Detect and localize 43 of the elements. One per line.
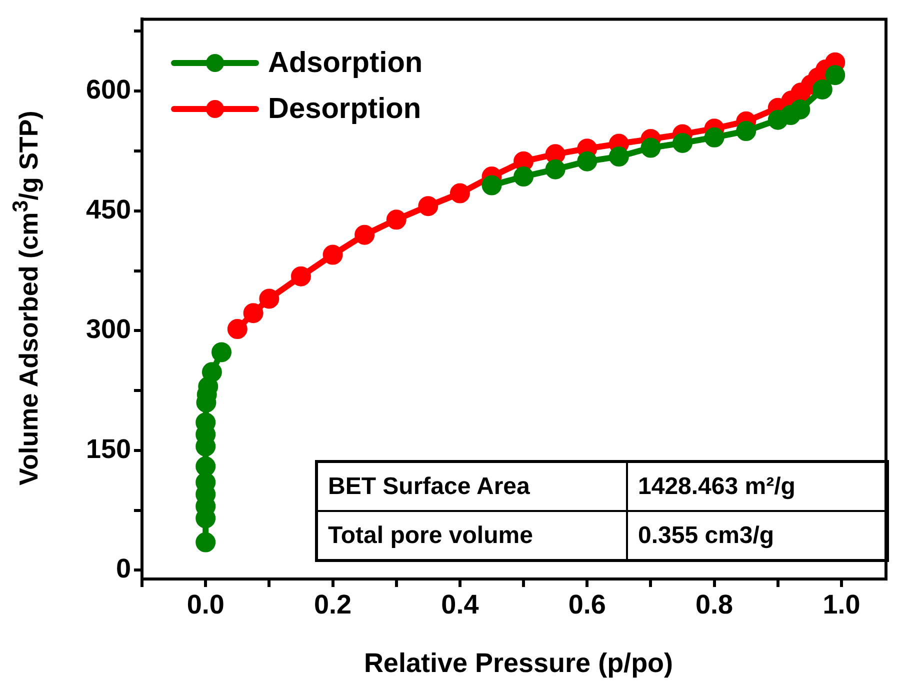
x-tick-label: 0.6: [568, 590, 606, 620]
point: [354, 224, 375, 245]
point: [243, 303, 264, 324]
y-tick-label: 600: [86, 74, 131, 105]
point: [704, 127, 724, 148]
y-tick-label: 450: [86, 194, 131, 224]
point: [322, 244, 343, 265]
point: [545, 159, 566, 180]
point: [259, 288, 280, 309]
x-axis-title: Relative Pressure (p/po): [362, 648, 674, 679]
x-tick-label: 0.4: [441, 590, 479, 620]
point: [482, 175, 502, 196]
x-tick-label: 1.0: [822, 590, 860, 620]
y-tick-label: 150: [86, 434, 131, 464]
point: [608, 146, 629, 167]
point: [577, 151, 598, 172]
y-tick-label: 300: [86, 314, 131, 344]
point: [196, 532, 216, 552]
point: [450, 183, 470, 204]
annotation: BET Surface Area: [317, 462, 627, 511]
point: [825, 65, 846, 86]
point: [227, 319, 248, 340]
y-tick-label: 0: [116, 554, 131, 584]
legend-label: Adsorption: [268, 46, 423, 80]
legend-label: Desorption: [268, 92, 422, 126]
point: [812, 79, 832, 100]
annotation: 0.355 cm3/g: [627, 511, 887, 560]
x-tick-label: 0.2: [314, 590, 352, 620]
point: [386, 210, 406, 230]
point: [640, 138, 661, 158]
point: [514, 166, 534, 187]
point: [202, 362, 222, 382]
x-tick-label: 0.0: [186, 590, 224, 620]
annotation: Total pore volume: [317, 511, 627, 560]
point: [736, 121, 756, 141]
point: [418, 196, 438, 216]
point: [196, 456, 216, 476]
point: [790, 99, 810, 120]
point: [672, 132, 693, 153]
point: [211, 342, 232, 362]
point: [290, 266, 311, 286]
annotation: 1428.463 m²/g: [627, 462, 887, 511]
x-tick-label: 0.8: [696, 590, 734, 620]
